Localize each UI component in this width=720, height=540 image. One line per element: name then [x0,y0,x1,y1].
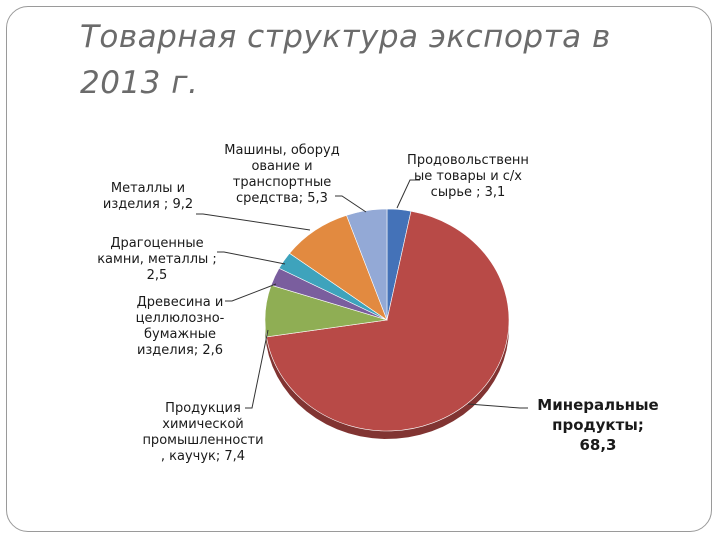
leader-line-3 [225,283,277,302]
slice-label-3-line-3: изделия; 2,6 [137,343,223,358]
slice-label-3-line-0: Древесина и [137,295,224,310]
slice-label-0-line-0: Продовольственн [407,153,529,168]
slice-label-5-line-0: Металлы и [111,181,185,196]
leader-line-5 [196,213,311,231]
slide-title-line-1: Товарная структура экспорта в [80,19,611,55]
slice-label-2-line-2: промышленности [142,433,263,448]
leader-line-6 [335,195,367,213]
slide-title-line-2: 2013 г. [80,65,199,101]
slice-label-2-line-0: Продукция [165,401,241,416]
slice-label-6-line-3: средства; 5,3 [236,191,328,206]
slice-label-4-line-2: 2,5 [147,268,168,283]
slice-label-1-line-2: 68,3 [579,436,616,454]
slice-label-6-line-1: ование и [251,159,312,174]
leader-line-0 [396,179,420,209]
slice-label-6-line-2: транспортные [233,175,331,190]
slice-label-3-line-2: бумажные [144,327,216,342]
slice-label-3-line-1: целлюлозно- [136,311,225,326]
leader-line-2 [245,329,269,409]
slice-label-4-line-1: камни, металлы ; [97,252,217,267]
slice-label-6-line-0: Машины, оборуд [224,143,339,158]
slice-label-0-line-2: сырье ; 3,1 [431,185,506,200]
slice-label-1-line-0: Минеральные [537,396,658,414]
leader-line-4 [217,251,286,265]
pie-slice-1 [266,210,510,432]
slice-label-1-line-1: продукты; [552,416,644,434]
slide-title: Товарная структура экспорта в 2013 г. [80,14,680,106]
slice-label-0-line-1: ые товары и с/х [414,169,522,184]
pie-slice-6 [346,208,388,321]
slice-label-5-line-1: изделия ; 9,2 [103,197,193,212]
leader-line-1 [467,403,528,409]
slice-label-4-line-0: Драгоценные [110,236,203,251]
slice-label-2-line-3: , каучук; 7,4 [161,449,245,464]
slice-label-2-line-1: химической [162,417,243,432]
